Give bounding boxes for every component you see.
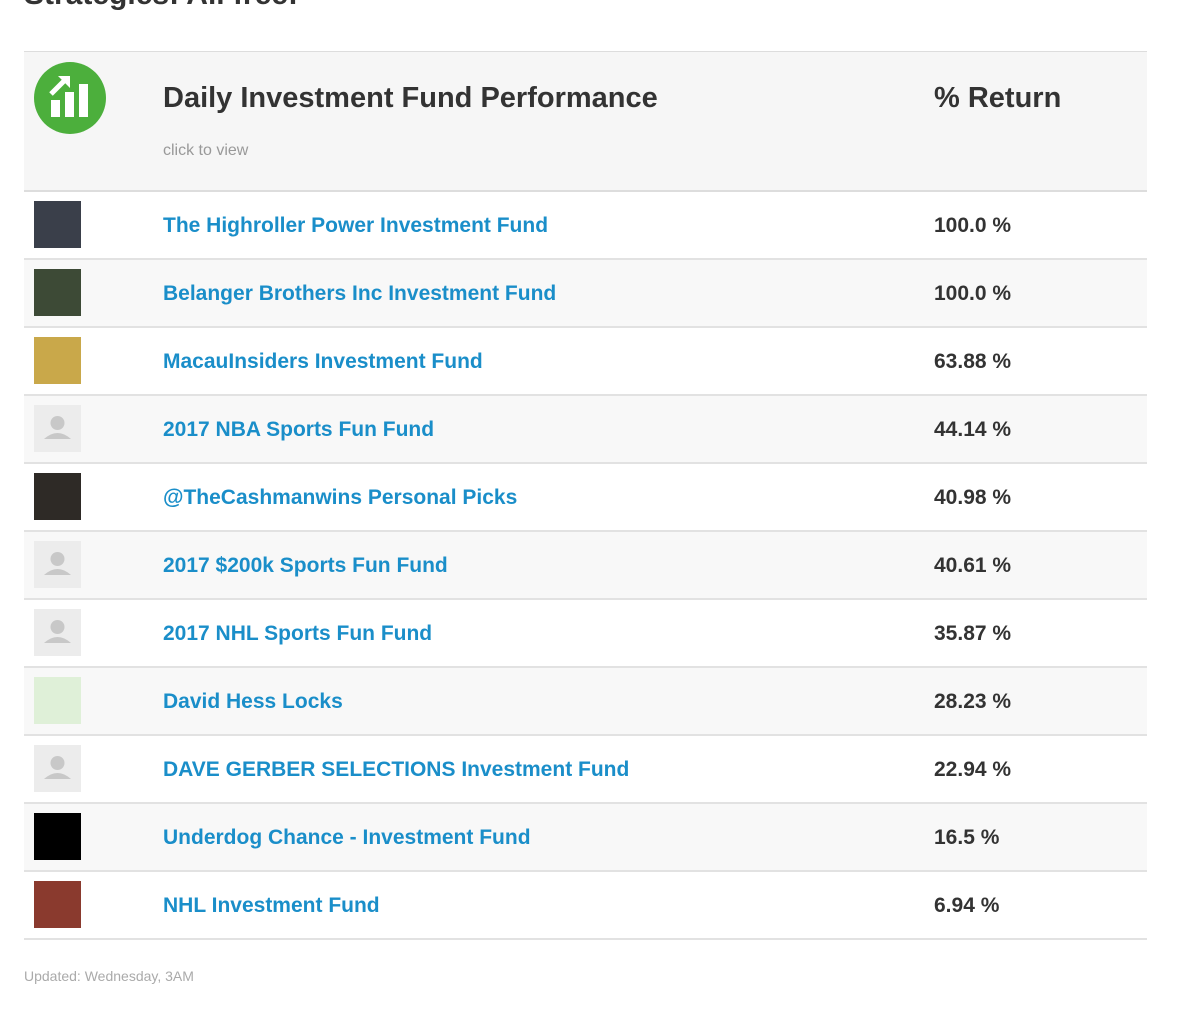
avatar (34, 269, 81, 316)
table-row: David Hess Locks 28.23 % (24, 668, 1147, 736)
avatar (34, 405, 81, 452)
fund-return: 100.0 % (934, 214, 1012, 237)
table-row: 2017 NHL Sports Fun Fund 35.87 % (24, 600, 1147, 668)
fund-link[interactable]: @TheCashmanwins Personal Picks (163, 486, 518, 509)
avatar (34, 881, 81, 928)
table-row: DAVE GERBER SELECTIONS Investment Fund 22… (24, 736, 1147, 804)
avatar (34, 201, 81, 248)
fund-return: 63.88 % (934, 350, 1012, 373)
return-column-header: % Return (934, 82, 1062, 114)
fund-link[interactable]: Underdog Chance - Investment Fund (163, 826, 531, 849)
table-row: 2017 $200k Sports Fun Fund 40.61 % (24, 532, 1147, 600)
fund-link[interactable]: David Hess Locks (163, 690, 343, 713)
avatar (34, 609, 81, 656)
fund-link[interactable]: Belanger Brothers Inc Investment Fund (163, 282, 557, 305)
fund-link[interactable]: 2017 $200k Sports Fun Fund (163, 554, 448, 577)
fund-table: Daily Investment Fund Performance click … (24, 51, 1147, 940)
header-title: Daily Investment Fund Performance (163, 82, 658, 114)
fund-return: 16.5 % (934, 826, 1000, 849)
footer: Updated: Wednesday, 3AM (24, 968, 194, 984)
fund-return: 44.14 % (934, 418, 1012, 441)
avatar (34, 541, 81, 588)
fund-return: 100.0 % (934, 282, 1012, 305)
table-header: Daily Investment Fund Performance click … (24, 52, 1147, 192)
avatar (34, 745, 81, 792)
fund-return: 6.94 % (934, 894, 1000, 917)
fund-link[interactable]: DAVE GERBER SELECTIONS Investment Fund (163, 758, 630, 781)
table-row: 2017 NBA Sports Fun Fund 44.14 % (24, 396, 1147, 464)
fund-link[interactable]: 2017 NBA Sports Fun Fund (163, 418, 435, 441)
logo (34, 62, 106, 134)
avatar (34, 473, 81, 520)
fund-link[interactable]: The Highroller Power Investment Fund (163, 214, 549, 237)
avatar (34, 813, 81, 860)
table-row: NHL Investment Fund 6.94 % (24, 872, 1147, 940)
fund-return: 40.98 % (934, 486, 1012, 509)
page-title: Strategies: All free: (24, 0, 298, 12)
header-subtitle: click to view (163, 142, 249, 159)
fund-return: 28.23 % (934, 690, 1012, 713)
avatar (34, 677, 81, 724)
fund-link[interactable]: NHL Investment Fund (163, 894, 380, 917)
table-row: The Highroller Power Investment Fund 100.… (24, 192, 1147, 260)
avatar (34, 337, 81, 384)
fund-link[interactable]: MacauInsiders Investment Fund (163, 350, 483, 373)
fund-link[interactable]: 2017 NHL Sports Fun Fund (163, 622, 433, 645)
table-row: MacauInsiders Investment Fund 63.88 % (24, 328, 1147, 396)
fund-return: 40.61 % (934, 554, 1012, 577)
table-row: @TheCashmanwins Personal Picks 40.98 % (24, 464, 1147, 532)
fund-return: 22.94 % (934, 758, 1012, 781)
table-row: Underdog Chance - Investment Fund 16.5 % (24, 804, 1147, 872)
table-row: Belanger Brothers Inc Investment Fund 100… (24, 260, 1147, 328)
fund-return: 35.87 % (934, 622, 1012, 645)
